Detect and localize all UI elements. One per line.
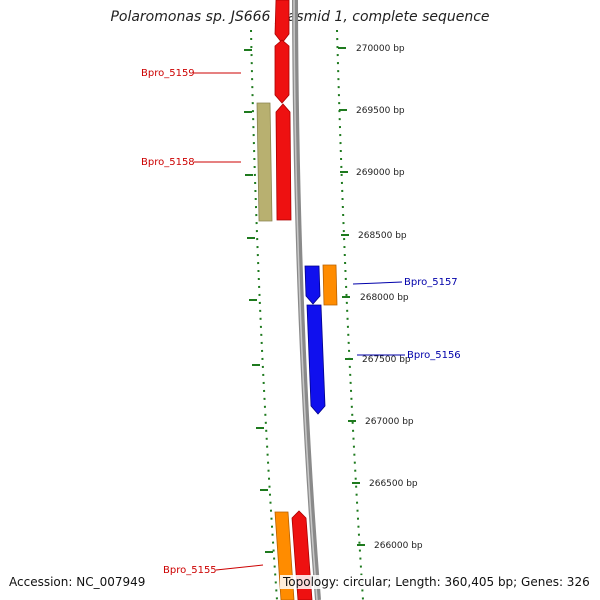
genes <box>256 0 338 600</box>
gene-bpro-5156[interactable] <box>306 304 326 415</box>
genome-backbone-highlight <box>293 0 318 600</box>
left-ticks <box>244 49 273 553</box>
scale-tick-label: 270000 bp <box>356 44 405 54</box>
scale-tick-label: 266500 bp <box>369 479 418 489</box>
scale-tick-label: 268500 bp <box>358 231 407 241</box>
genome-backbone <box>292 0 321 600</box>
gene-label[interactable]: Bpro_5155 <box>163 565 217 576</box>
gene-bpro-5158-olive[interactable] <box>256 102 273 222</box>
gene-bpro-5158-red[interactable] <box>275 103 292 221</box>
gene-label[interactable]: Bpro_5157 <box>404 277 458 288</box>
label-leaders <box>194 72 405 571</box>
map-title: Polaromonas sp. JS666 plasmid 1, complet… <box>110 9 490 25</box>
scale-tick-label: 268000 bp <box>360 293 409 303</box>
gene-bpro-5157-blue[interactable] <box>304 265 321 305</box>
left-dotted-track <box>250 29 278 600</box>
scale-tick-label: 269500 bp <box>356 106 405 116</box>
gene-label[interactable]: Bpro_5159 <box>141 68 195 79</box>
accession-text: Accession: NC_007949 <box>9 575 146 589</box>
gene-label[interactable]: Bpro_5158 <box>141 157 195 168</box>
gene-bpro-5159[interactable] <box>274 39 290 104</box>
scale-tick-label: 266000 bp <box>374 541 423 551</box>
scale-tick-label: 269000 bp <box>356 168 405 178</box>
gene-bpro-5157-orange[interactable] <box>322 264 338 306</box>
scale-ticks: 270000 bp 269500 bp 269000 bp 268500 bp … <box>338 44 423 551</box>
summary-text: Topology: circular; Length: 360,405 bp; … <box>280 575 593 589</box>
scale-tick-label: 267500 bp <box>362 355 411 365</box>
gene-labels: Bpro_5159 Bpro_5158 Bpro_5157 Bpro_5156 … <box>141 68 461 576</box>
gene-label[interactable]: Bpro_5156 <box>407 350 461 361</box>
gene-red-top[interactable] <box>274 0 290 44</box>
scale-tick-label: 267000 bp <box>365 417 414 427</box>
